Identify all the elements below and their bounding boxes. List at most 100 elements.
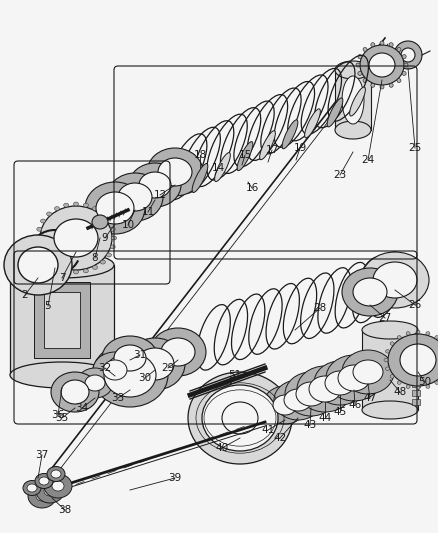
Ellipse shape — [405, 385, 409, 389]
Ellipse shape — [401, 71, 405, 75]
Text: 37: 37 — [35, 450, 49, 460]
Ellipse shape — [64, 203, 68, 207]
Ellipse shape — [47, 466, 65, 481]
Ellipse shape — [214, 152, 230, 182]
Text: 15: 15 — [238, 150, 251, 160]
Ellipse shape — [106, 219, 111, 223]
Ellipse shape — [361, 321, 417, 339]
Text: 51: 51 — [228, 370, 241, 380]
Bar — [334, 70, 370, 130]
Text: 26: 26 — [407, 300, 420, 310]
Ellipse shape — [362, 78, 366, 83]
Text: 25: 25 — [407, 143, 420, 153]
Ellipse shape — [40, 253, 46, 257]
Ellipse shape — [334, 121, 370, 139]
Ellipse shape — [425, 385, 429, 389]
Ellipse shape — [259, 131, 275, 160]
Ellipse shape — [51, 372, 99, 412]
Ellipse shape — [389, 342, 393, 345]
Ellipse shape — [100, 212, 105, 216]
Ellipse shape — [304, 109, 320, 138]
Ellipse shape — [125, 338, 184, 390]
Text: 41: 41 — [261, 425, 274, 435]
Ellipse shape — [396, 381, 400, 384]
Ellipse shape — [83, 203, 88, 207]
Text: 28: 28 — [313, 303, 326, 313]
Ellipse shape — [10, 252, 114, 278]
Text: 45: 45 — [332, 407, 346, 417]
Ellipse shape — [40, 219, 46, 223]
Ellipse shape — [389, 375, 393, 378]
Bar — [411, 381, 419, 387]
Ellipse shape — [120, 367, 140, 383]
Text: 29: 29 — [161, 363, 174, 373]
Ellipse shape — [341, 268, 397, 316]
Ellipse shape — [192, 164, 207, 192]
Text: 18: 18 — [193, 150, 206, 160]
Text: 19: 19 — [293, 143, 306, 153]
Ellipse shape — [372, 262, 416, 298]
Ellipse shape — [64, 269, 68, 273]
Ellipse shape — [85, 182, 145, 234]
Ellipse shape — [399, 344, 435, 376]
Ellipse shape — [362, 47, 366, 52]
Ellipse shape — [44, 486, 56, 496]
Bar — [411, 353, 419, 359]
Ellipse shape — [23, 481, 41, 496]
Text: 50: 50 — [417, 377, 431, 387]
Text: 11: 11 — [141, 207, 154, 217]
Text: 31: 31 — [133, 350, 146, 360]
Ellipse shape — [28, 484, 56, 508]
Ellipse shape — [379, 41, 383, 45]
Ellipse shape — [106, 253, 111, 257]
Ellipse shape — [396, 336, 400, 339]
Ellipse shape — [83, 269, 88, 273]
Ellipse shape — [54, 207, 60, 211]
Ellipse shape — [324, 371, 354, 395]
Ellipse shape — [27, 484, 37, 492]
Ellipse shape — [102, 336, 158, 380]
Bar — [361, 330, 417, 410]
Ellipse shape — [10, 362, 114, 388]
Text: 42: 42 — [273, 433, 286, 443]
Ellipse shape — [385, 367, 389, 370]
Ellipse shape — [370, 83, 374, 87]
Ellipse shape — [389, 43, 392, 47]
Ellipse shape — [403, 63, 407, 67]
Ellipse shape — [40, 206, 112, 270]
Text: 32: 32 — [98, 363, 111, 373]
Ellipse shape — [393, 41, 421, 69]
Ellipse shape — [92, 207, 97, 211]
Ellipse shape — [104, 353, 155, 397]
Ellipse shape — [400, 48, 414, 62]
Ellipse shape — [326, 98, 342, 127]
Ellipse shape — [415, 330, 419, 334]
Ellipse shape — [85, 375, 105, 391]
Ellipse shape — [35, 473, 53, 489]
Ellipse shape — [341, 76, 363, 124]
Bar — [411, 372, 419, 377]
Text: 35: 35 — [55, 413, 68, 423]
Ellipse shape — [352, 278, 386, 306]
Ellipse shape — [103, 360, 127, 380]
Ellipse shape — [360, 252, 428, 308]
Ellipse shape — [405, 332, 409, 335]
Ellipse shape — [51, 470, 61, 478]
Ellipse shape — [385, 350, 389, 353]
Ellipse shape — [337, 365, 369, 391]
Text: 17: 17 — [265, 145, 278, 155]
Bar — [411, 335, 419, 341]
Ellipse shape — [111, 236, 116, 240]
Ellipse shape — [37, 245, 42, 249]
Ellipse shape — [313, 361, 365, 405]
Ellipse shape — [396, 47, 400, 52]
Ellipse shape — [262, 386, 306, 424]
Ellipse shape — [92, 343, 168, 407]
Bar — [411, 362, 419, 368]
Ellipse shape — [415, 386, 419, 390]
Ellipse shape — [110, 245, 115, 249]
Ellipse shape — [389, 83, 392, 87]
Ellipse shape — [118, 183, 152, 211]
Ellipse shape — [434, 336, 438, 339]
Text: 46: 46 — [348, 400, 361, 410]
